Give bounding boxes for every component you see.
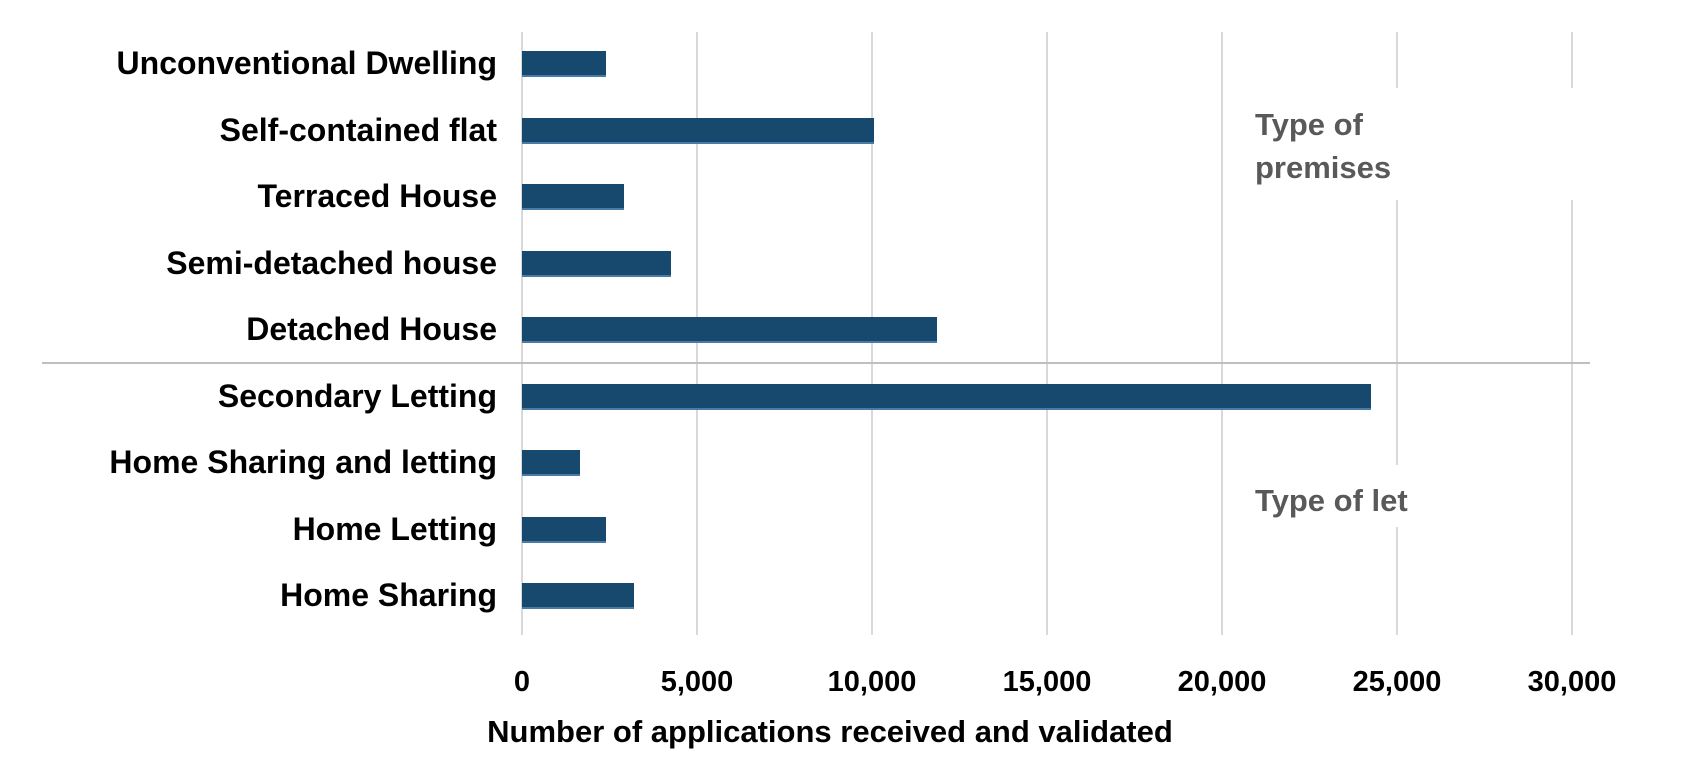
x-axis-title: Number of applications received and vali… — [487, 714, 1173, 749]
annotation-line: Type of — [1255, 107, 1363, 142]
x-tick-label: 0 — [513, 666, 531, 698]
category-label: Home Letting — [292, 510, 497, 547]
bar — [522, 383, 1371, 410]
bar — [522, 583, 634, 609]
annotation-type-of-let: Type of let — [1243, 465, 1533, 527]
x-tick-label: 25,000 — [1352, 666, 1442, 698]
bar — [522, 117, 874, 144]
x-tick-label: 10,000 — [827, 666, 917, 698]
gridline-x-25000 — [1396, 32, 1398, 635]
bar — [522, 51, 606, 77]
category-label: Home Sharing — [280, 577, 497, 613]
gridline-x-30000 — [1571, 32, 1573, 635]
annotation-type-of-premises: Type of premises — [1243, 88, 1583, 200]
category-label: Terraced House — [257, 178, 498, 214]
bar — [522, 516, 606, 543]
group-divider-line — [42, 362, 1590, 364]
x-tick-label: 15,000 — [1002, 666, 1092, 698]
category-label: Self-contained flat — [219, 111, 497, 148]
gridline-x-15000 — [1046, 32, 1048, 635]
category-label: Semi-detached house — [166, 244, 497, 281]
category-label: Secondary Letting — [217, 377, 497, 414]
annotation-line: premises — [1255, 150, 1392, 185]
gridline-x-20000 — [1221, 32, 1223, 635]
x-tick-label: 5,000 — [660, 666, 734, 698]
x-tick-label: 30,000 — [1527, 666, 1617, 698]
annotation-line: Type of let — [1255, 483, 1408, 518]
bar — [522, 250, 671, 277]
bar — [522, 184, 624, 210]
category-label: Unconventional Dwelling — [116, 45, 497, 81]
bar — [522, 317, 937, 343]
bar — [522, 450, 580, 476]
x-tick-label: 20,000 — [1177, 666, 1267, 698]
category-label: Detached House — [246, 311, 497, 347]
category-label: Home Sharing and letting — [109, 444, 497, 480]
